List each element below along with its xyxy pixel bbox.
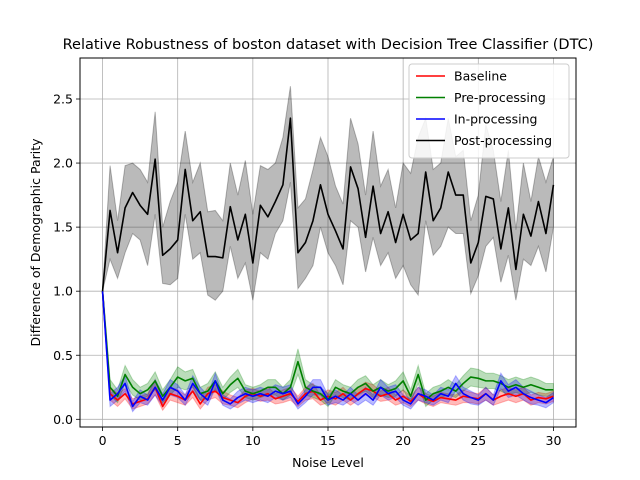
y-tick-label: 2.5 bbox=[53, 92, 73, 107]
legend-label: Baseline bbox=[454, 69, 507, 84]
legend: Baseline Pre-processing In-processing Post-… bbox=[408, 63, 570, 159]
x-axis-ticks: 0 5 10 15 20 25 30 bbox=[99, 427, 562, 448]
x-tick-label: 0 bbox=[99, 433, 107, 448]
x-tick-label: 25 bbox=[470, 433, 486, 448]
x-tick-label: 15 bbox=[320, 433, 336, 448]
legend-label: In-processing bbox=[454, 112, 537, 127]
chart-title: Relative Robustness of boston dataset wi… bbox=[63, 37, 594, 53]
band-post-processing bbox=[102, 86, 554, 301]
x-tick-label: 20 bbox=[395, 433, 411, 448]
line-in-processing bbox=[101, 291, 554, 408]
grid-lines bbox=[80, 58, 576, 427]
series-lines bbox=[101, 117, 555, 408]
y-axis-label: Difference of Demographic Parity bbox=[28, 138, 43, 347]
legend-label: Pre-processing bbox=[454, 90, 546, 105]
y-tick-label: 1.5 bbox=[53, 220, 73, 235]
y-tick-label: 1.0 bbox=[53, 284, 73, 299]
legend-box bbox=[408, 63, 570, 159]
line-baseline bbox=[101, 291, 554, 408]
y-tick-label: 0.0 bbox=[53, 412, 73, 427]
y-tick-label: 2.0 bbox=[53, 156, 73, 171]
x-tick-label: 30 bbox=[546, 433, 562, 448]
x-axis-label: Noise Level bbox=[292, 455, 364, 470]
y-axis-ticks: 0.0 0.5 1.0 1.5 2.0 2.5 bbox=[53, 92, 80, 427]
legend-label: Post-processing bbox=[454, 133, 552, 148]
line-post-processing bbox=[101, 117, 555, 292]
y-tick-label: 0.5 bbox=[53, 348, 73, 363]
x-tick-label: 10 bbox=[245, 433, 261, 448]
x-tick-label: 5 bbox=[174, 433, 182, 448]
